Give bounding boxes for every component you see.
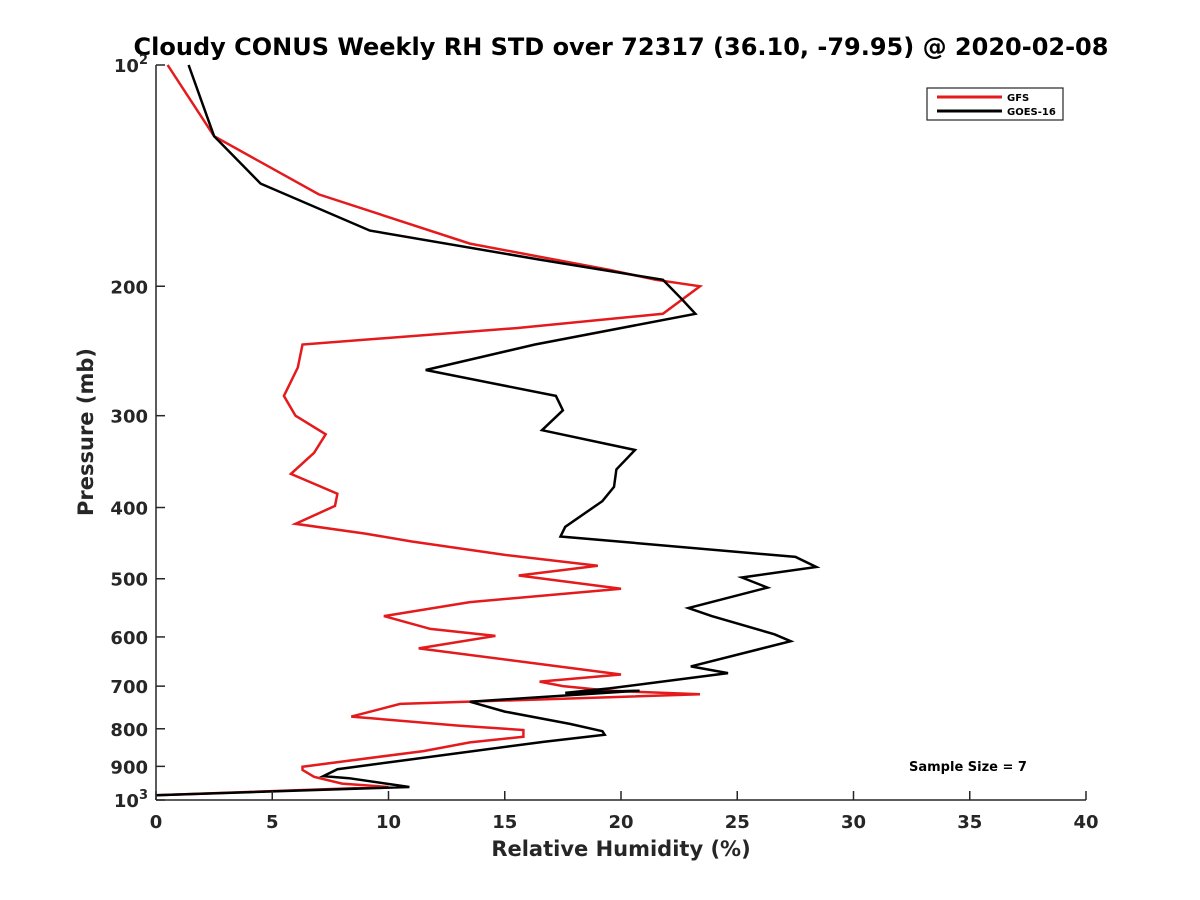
x-axis-label: Relative Humidity (%): [491, 837, 750, 861]
y-axis-label: Pressure (mb): [74, 348, 98, 516]
plot-area: [155, 64, 821, 797]
series-line-goes16: [155, 64, 821, 797]
y-tick-label: 200: [110, 277, 148, 298]
y-tick-label: 102: [114, 53, 148, 77]
x-tick-label: 40: [1073, 812, 1098, 833]
x-axis-ticks: 0 5 10 15 20 25 30 35 40: [150, 791, 1099, 833]
y-axis-ticks: 102 200 300 400 500 600 700 800 900 103: [110, 53, 165, 812]
x-tick-label: 35: [957, 812, 982, 833]
y-tick-label: 300: [110, 407, 148, 428]
legend-box: [926, 87, 1064, 121]
chart-title: Cloudy CONUS Weekly RH STD over 72317 (3…: [134, 33, 1109, 61]
y-tick-label: 600: [110, 628, 148, 649]
x-tick-label: 15: [492, 812, 517, 833]
y-tick-label: 400: [110, 499, 148, 520]
y-tick-label: 103: [114, 788, 148, 812]
x-tick-label: 25: [725, 812, 750, 833]
x-tick-label: 5: [266, 812, 279, 833]
legend-label-goes16: GOES-16: [1007, 107, 1056, 118]
x-tick-label: 20: [608, 812, 633, 833]
x-tick-label: 30: [841, 812, 866, 833]
legend-label-gfs: GFS: [1007, 93, 1029, 104]
legend: GFS GOES-16: [926, 87, 1064, 121]
series-line-gfs: [155, 64, 704, 797]
y-tick-label: 900: [110, 757, 148, 778]
y-tick-label: 700: [110, 677, 148, 698]
y-tick-label: 800: [110, 720, 148, 741]
x-tick-label: 10: [376, 812, 401, 833]
y-tick-label: 500: [110, 570, 148, 591]
x-tick-label: 0: [150, 812, 163, 833]
sample-size-annotation: Sample Size = 7: [909, 760, 1027, 775]
